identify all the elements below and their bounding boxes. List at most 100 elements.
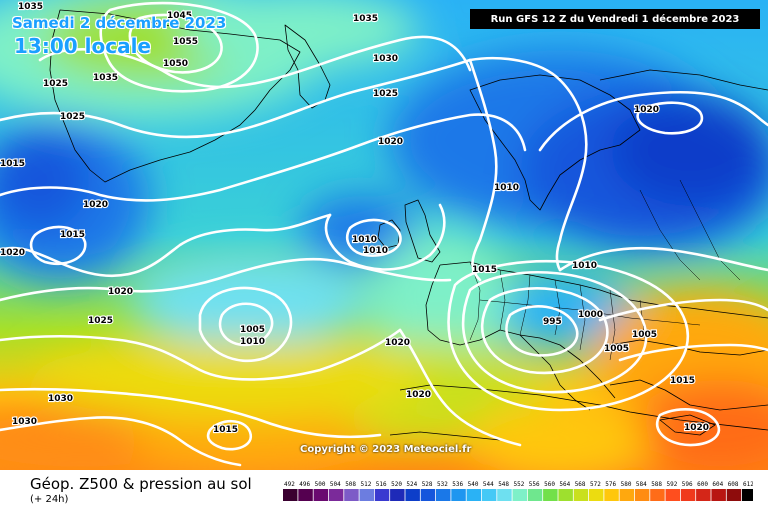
scale-value-label: 588 xyxy=(651,481,662,488)
scale-swatch xyxy=(711,489,726,501)
scale-value-label: 552 xyxy=(514,481,525,488)
pressure-label: 1025 xyxy=(60,112,85,122)
scale-value-label: 532 xyxy=(437,481,448,488)
scale-swatch xyxy=(573,489,589,501)
pressure-label: 1015 xyxy=(472,265,497,275)
isobars xyxy=(0,1,768,467)
scale-swatch xyxy=(344,489,359,501)
scale-value-label: 500 xyxy=(315,481,326,488)
scale-swatch xyxy=(527,489,543,501)
pressure-label: 1030 xyxy=(373,54,398,64)
pressure-label: 1020 xyxy=(108,287,133,297)
scale-swatch xyxy=(497,489,512,501)
scale-swatch xyxy=(436,489,451,501)
scale-value-label: 576 xyxy=(605,481,616,488)
pressure-labels: 1035 1045 1055 1050 1035 1035 1030 1025 … xyxy=(0,1,710,436)
scale-swatch xyxy=(619,489,635,501)
scale-swatch xyxy=(742,489,753,501)
scale-swatch xyxy=(283,489,298,501)
scale-value-label: 504 xyxy=(330,481,341,488)
scale-value-label: 600 xyxy=(697,481,708,488)
pressure-label: 1010 xyxy=(363,246,388,256)
scale-swatch xyxy=(313,489,329,501)
scale-swatch xyxy=(405,489,420,501)
pressure-label: 1015 xyxy=(0,159,25,169)
scale-value-label: 508 xyxy=(345,481,356,488)
map-title: Géop. Z500 & pression au sol xyxy=(30,475,252,493)
scale-value-label: 580 xyxy=(621,481,632,488)
pressure-label: 1020 xyxy=(634,105,659,115)
pressure-label: 1015 xyxy=(670,376,695,386)
scale-swatch xyxy=(420,489,436,501)
pressure-label: 1035 xyxy=(18,2,43,12)
scale-value-label: 596 xyxy=(682,481,693,488)
scale-swatch xyxy=(451,489,466,501)
forecast-date: Samedi 2 décembre 2023 xyxy=(12,14,227,32)
pressure-label: 1010 xyxy=(352,235,377,245)
map-lead-time: (+ 24h) xyxy=(30,494,69,505)
pressure-label: 1025 xyxy=(43,79,68,89)
weather-map: 1035 1045 1055 1050 1035 1035 1030 1025 … xyxy=(0,0,768,470)
scale-value-label: 584 xyxy=(636,481,647,488)
scale-swatch xyxy=(680,489,696,501)
pressure-label: 1035 xyxy=(93,73,118,83)
pressure-label: 1030 xyxy=(12,417,37,427)
scale-swatch xyxy=(374,489,390,501)
scale-value-label: 540 xyxy=(468,481,479,488)
scale-swatch xyxy=(359,489,374,501)
scale-swatch xyxy=(481,489,497,501)
scale-value-label: 564 xyxy=(559,481,570,488)
model-run-banner: Run GFS 12 Z du Vendredi 1 décembre 2023 xyxy=(470,9,760,29)
scale-swatch xyxy=(466,489,482,501)
scale-value-label: 536 xyxy=(452,481,463,488)
scale-value-label: 516 xyxy=(376,481,387,488)
pressure-label: 1015 xyxy=(213,425,238,435)
scale-value-label: 496 xyxy=(299,481,310,488)
pressure-label: 1015 xyxy=(60,230,85,240)
scale-value-label: 608 xyxy=(728,481,739,488)
pressure-label: 1045 xyxy=(167,11,192,21)
scale-value-label: 556 xyxy=(529,481,540,488)
pressure-label: 1030 xyxy=(48,394,73,404)
pressure-label: 1020 xyxy=(0,248,25,258)
pressure-label: 1000 xyxy=(578,310,603,320)
pressure-label: 1050 xyxy=(163,59,188,69)
pressure-label: 1055 xyxy=(173,37,198,47)
scale-swatch xyxy=(726,489,742,501)
scale-swatch xyxy=(543,489,558,501)
pressure-label: 1025 xyxy=(373,89,398,99)
scale-value-label: 492 xyxy=(284,481,295,488)
pressure-label: 1005 xyxy=(632,330,657,340)
pressure-label: 1020 xyxy=(385,338,410,348)
forecast-local-time: 13:00 locale xyxy=(14,34,151,58)
scale-swatch xyxy=(390,489,405,501)
scale-swatch xyxy=(634,489,650,501)
scale-swatch xyxy=(558,489,573,501)
scale-value-label: 524 xyxy=(406,481,417,488)
scale-swatch xyxy=(604,489,619,501)
scale-swatch xyxy=(328,489,344,501)
scale-value-label: 520 xyxy=(391,481,402,488)
scale-value-label: 572 xyxy=(590,481,601,488)
scale-swatch xyxy=(665,489,680,501)
geopotential-color-scale: 492 496 500 504 508 512 516 520 524 528 532 536 540 5… xyxy=(283,481,753,501)
copyright-notice: Copyright © 2023 Meteociel.fr xyxy=(300,444,472,455)
pressure-label: 1005 xyxy=(604,344,629,354)
scale-swatch xyxy=(589,489,604,501)
scale-value-label: 548 xyxy=(498,481,509,488)
scale-value-label: 612 xyxy=(743,481,753,488)
pressure-label: 1020 xyxy=(378,137,403,147)
scale-value-label: 544 xyxy=(483,481,494,488)
pressure-label: 1020 xyxy=(406,390,431,400)
scale-value-label: 512 xyxy=(361,481,372,488)
scale-swatch xyxy=(512,489,527,501)
pressure-label: 1020 xyxy=(83,200,108,210)
pressure-label: 1025 xyxy=(88,316,113,326)
scale-swatch xyxy=(650,489,665,501)
scale-value-label: 528 xyxy=(422,481,433,488)
pressure-label: 1010 xyxy=(572,261,597,271)
scale-value-label: 604 xyxy=(712,481,723,488)
pressure-label: 1020 xyxy=(684,423,709,433)
scale-value-label: 568 xyxy=(575,481,586,488)
